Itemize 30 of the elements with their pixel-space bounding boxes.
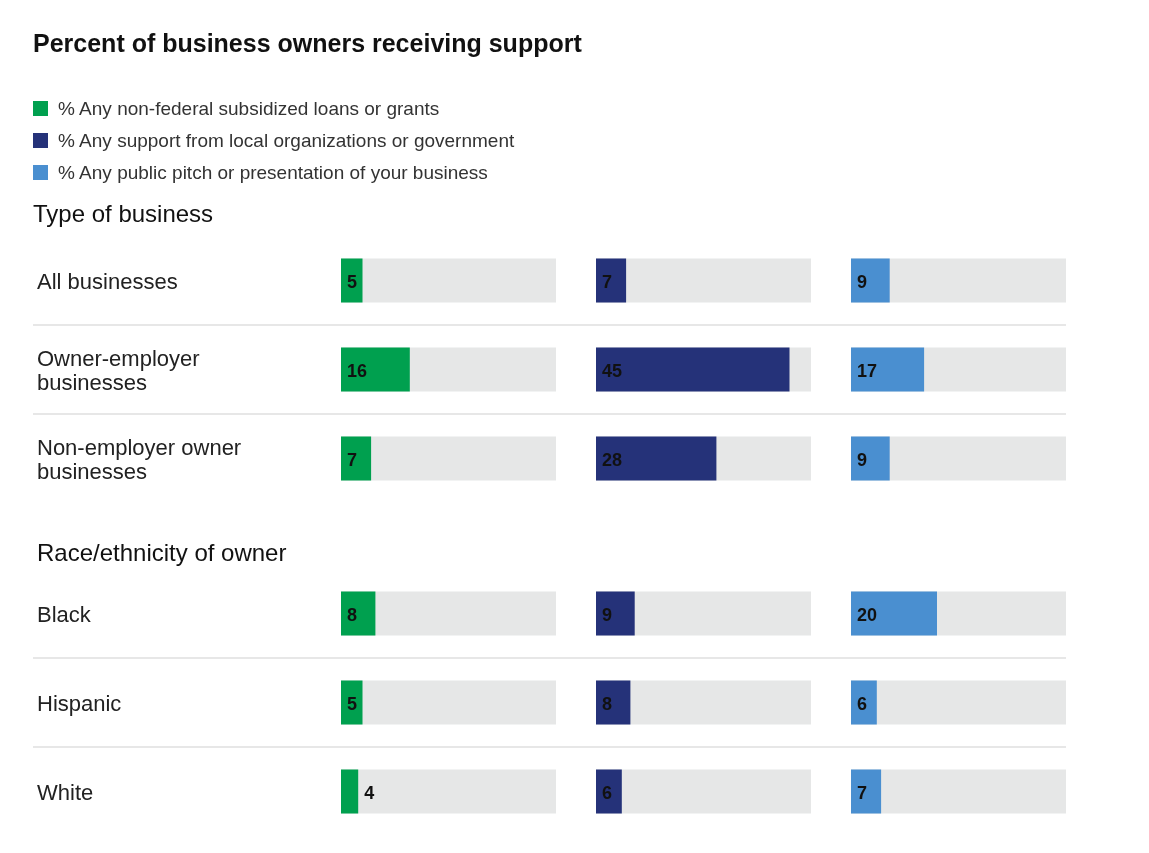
category-label: Black [37,601,91,627]
data-label: 5 [347,271,358,292]
legend-label: % Any public pitch or presentation of your business [58,162,488,183]
data-label: 17 [857,360,878,381]
data-label: 45 [602,360,623,381]
data-label: 28 [602,449,623,470]
category-label: Owner-employer businesses [37,345,200,395]
category-label: All businesses [37,268,178,294]
data-label: 4 [364,782,375,803]
chart-title: Percent of business owners receiving support [33,29,583,57]
data-label: 16 [347,360,368,381]
text: Type of business [33,200,214,227]
data-label: 8 [602,693,613,714]
data-label: 9 [857,271,868,292]
data-label: 9 [602,604,613,625]
data-label: 20 [857,604,878,625]
category-label: White [37,779,94,805]
data-label: 7 [347,449,358,470]
data-label: 6 [602,782,613,803]
data-label: 8 [347,604,358,625]
legend-label: % Any support from local organizations or government [58,130,515,151]
legend-label: % Any non-federal subsidized loans or grants [58,98,440,119]
data-label: 9 [857,449,868,470]
category-label: Hispanic [37,690,122,716]
data-label: 6 [857,693,868,714]
chart-title: Race/ethnicity of owner [37,539,287,566]
data-label: 5 [347,693,358,714]
data-label: 7 [857,782,868,803]
category-label: Non-employer owner businesses [37,434,242,484]
data-label: 7 [602,271,613,292]
